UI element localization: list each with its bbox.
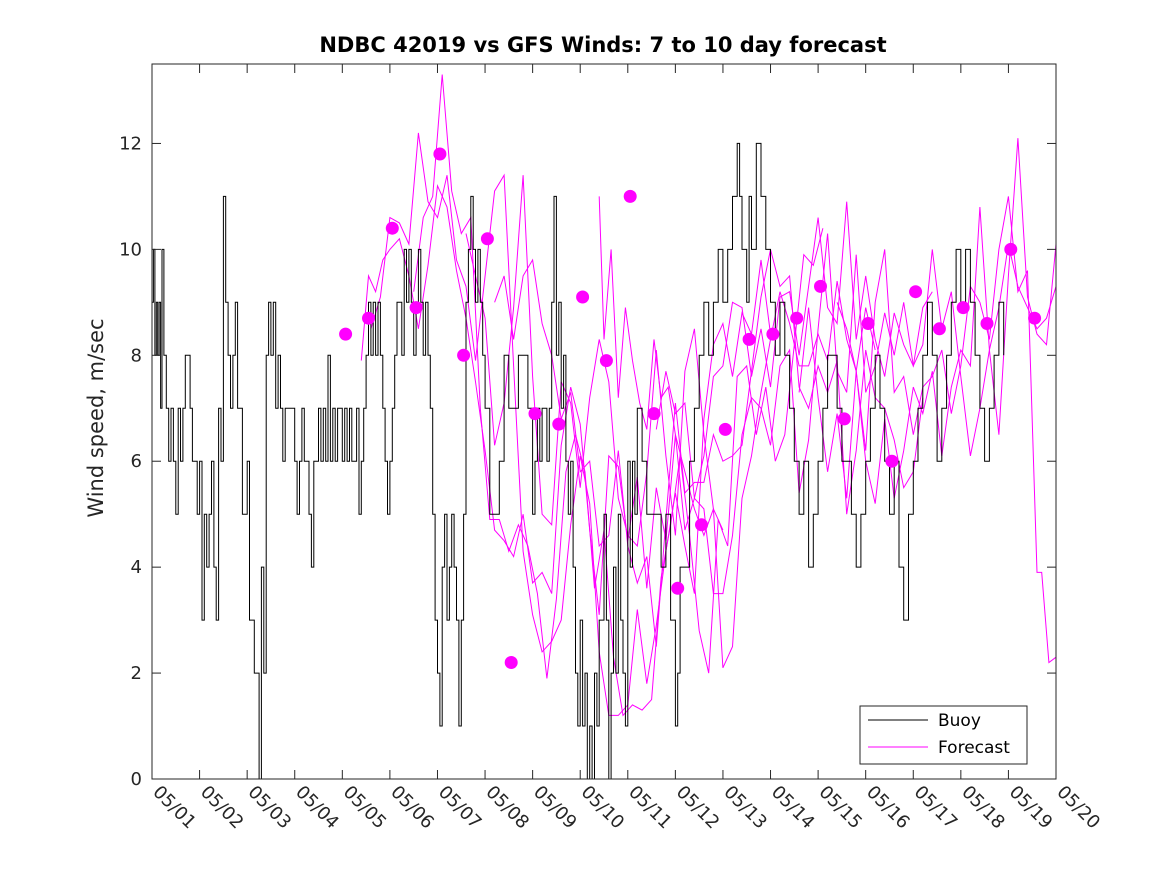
y-tick-label-2: 2 [131,663,142,684]
forecast-point-10 [552,417,566,431]
forecast-point-1 [339,327,353,341]
forecast-point-24 [885,454,899,468]
plot-frame [151,63,1057,780]
forecast-point-27 [956,301,970,315]
forecast-point-25 [909,285,923,299]
forecast-point-8 [504,656,518,669]
chart-title: NDBC 42019 vs GFS Winds: 7 to 10 day for… [319,33,886,57]
plot-series [152,74,1056,779]
forecast-point-19 [766,327,780,341]
forecast-point-21 [814,279,827,293]
forecast-point-20 [790,311,804,325]
forecast-point-6 [457,348,471,362]
forecast-point-12 [599,354,613,368]
forecast-line-2 [370,132,771,716]
forecast-point-15 [671,581,685,595]
forecast-point-17 [718,422,732,436]
y-axis-label: Wind speed, m/sec [84,318,108,517]
y-tick-label-6: 6 [131,451,142,472]
forecast-point-30 [1028,311,1042,325]
forecast-point-4 [409,301,423,315]
forecast-point-5 [433,147,447,161]
forecast-point-11 [576,290,590,304]
forecast-line-9 [836,138,1056,504]
forecast-point-7 [480,232,494,246]
forecast-line-3 [413,74,824,717]
forecast-point-3 [385,221,399,235]
legend-forecast-label: Forecast [938,738,1010,758]
y-tick-label-8: 8 [131,345,142,366]
y-tick-label-0: 0 [131,769,142,790]
forecast-point-22 [837,412,851,426]
forecast-line-8 [798,196,1056,664]
y-tick-label-12: 12 [119,133,142,154]
buoy-series-line [152,142,1005,779]
forecast-line-4 [465,175,876,669]
forecast-point-16 [695,518,708,532]
forecast-point-28 [980,317,994,330]
legend-box [859,705,1028,765]
forecast-point-26 [932,322,946,336]
y-tick-label-4: 4 [131,557,142,578]
plot-area [152,74,1056,779]
forecast-point-13 [623,189,637,203]
legend: Buoy Forecast [859,705,1028,765]
forecast-point-23 [861,317,875,330]
forecast-point-29 [1004,242,1018,256]
forecast-point-14 [647,407,661,421]
y-tick-label-10: 10 [119,239,142,260]
legend-buoy-label: Buoy [938,711,981,731]
forecast-point-2 [362,311,375,325]
forecast-point-18 [742,332,756,346]
forecast-point-9 [528,407,542,421]
